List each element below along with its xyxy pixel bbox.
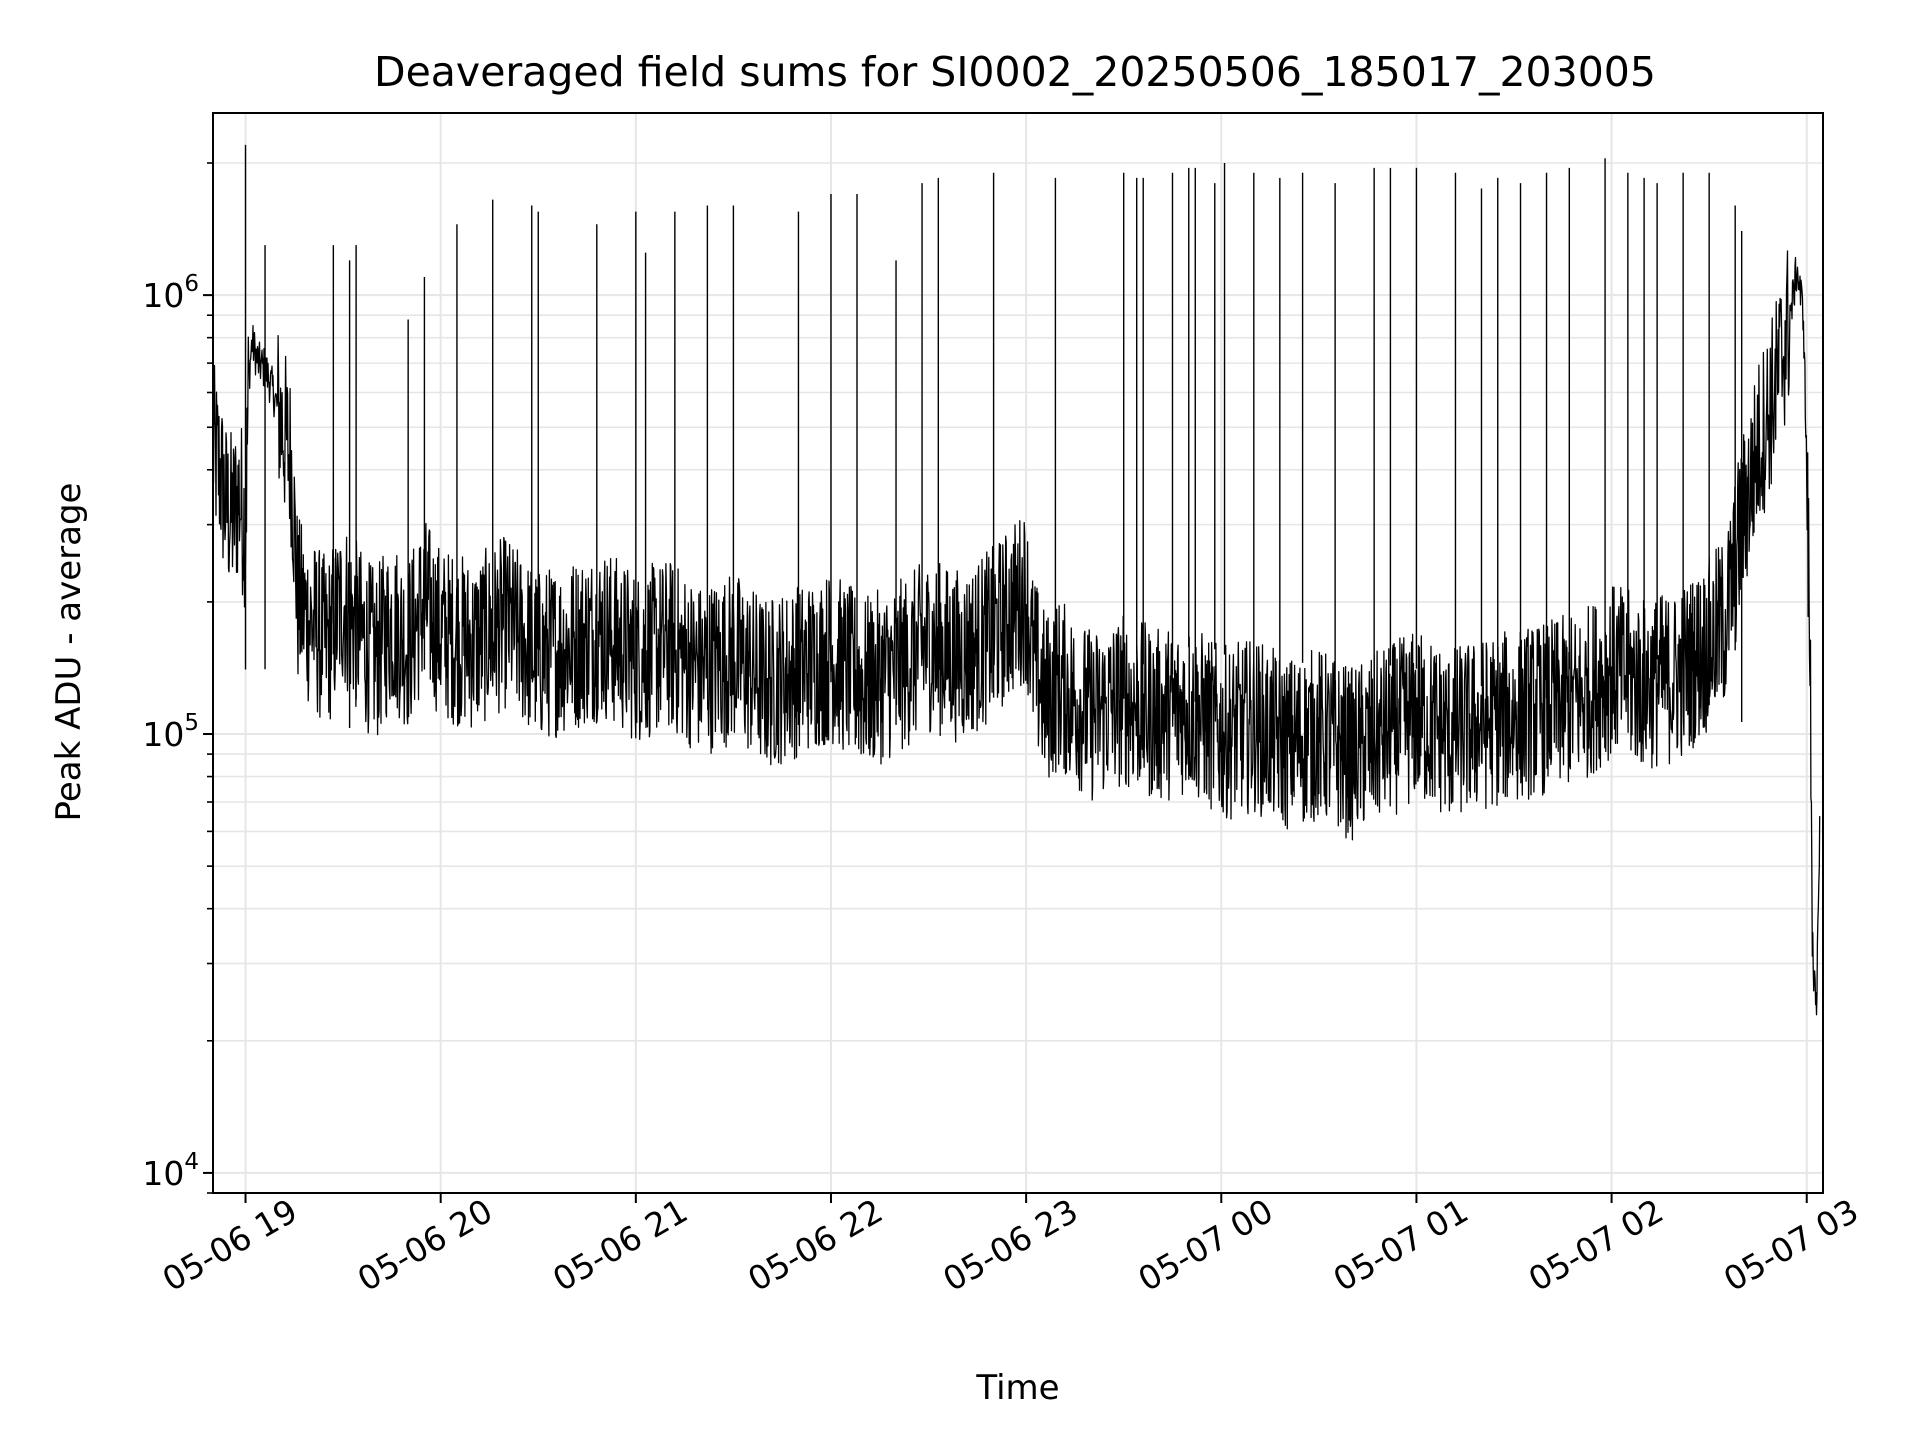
y-axis: 104 105 106 <box>142 162 213 1194</box>
data-series <box>212 144 1821 1016</box>
x-axis-label: Time <box>975 1368 1059 1408</box>
chart-title: Deaveraged field sums for SI0002_2025050… <box>374 48 1656 96</box>
y-tick-label: 104 <box>142 1149 199 1193</box>
y-tick-label: 105 <box>142 710 199 754</box>
y-axis-label: Peak ADU - average <box>49 483 89 822</box>
plot-frame <box>212 112 1824 1194</box>
series-line <box>212 250 1821 1016</box>
y-tick-label: 106 <box>142 271 199 315</box>
